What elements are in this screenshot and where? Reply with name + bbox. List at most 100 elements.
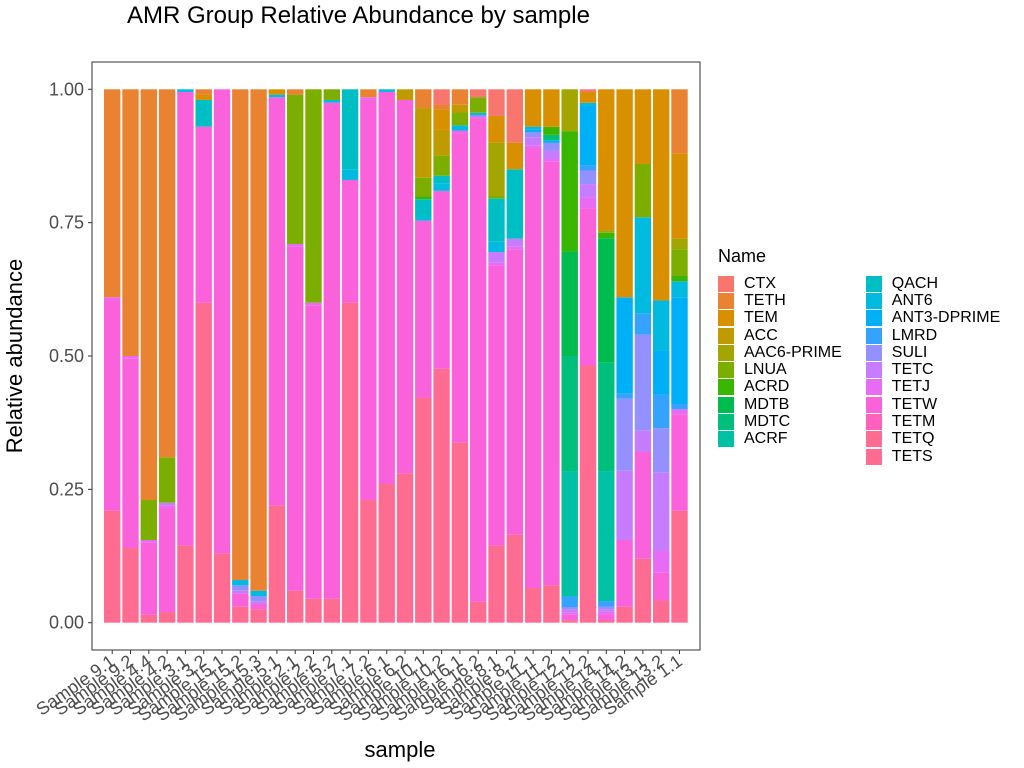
bar-segment bbox=[451, 442, 469, 623]
bar-segment bbox=[470, 97, 487, 113]
bar-segment bbox=[470, 118, 487, 602]
bar-segment bbox=[177, 545, 194, 623]
bar-segment bbox=[433, 129, 450, 156]
bar-segment bbox=[250, 596, 267, 602]
bar-segment bbox=[360, 97, 377, 100]
bar-segment bbox=[213, 553, 231, 623]
bar-segment bbox=[268, 94, 286, 98]
bar-segment bbox=[598, 232, 615, 239]
legend-key bbox=[865, 448, 882, 465]
legend-item: AAC6-PRIME bbox=[718, 344, 842, 361]
legend-label: LMRD bbox=[891, 326, 938, 344]
y-tick-label: 0.00 bbox=[49, 613, 84, 633]
bar-segment bbox=[671, 510, 688, 623]
bar-segment bbox=[415, 89, 432, 109]
bar-segment bbox=[195, 94, 212, 100]
bar-segment bbox=[323, 99, 340, 103]
bar-segment bbox=[232, 590, 249, 594]
bar-segment bbox=[634, 452, 652, 559]
bar-segment bbox=[524, 588, 542, 623]
bar-segment bbox=[488, 545, 505, 623]
bar-segment bbox=[543, 158, 560, 162]
legend-item: TETJ bbox=[865, 379, 1000, 396]
legend-label: TETW bbox=[891, 395, 938, 413]
bar-segment bbox=[250, 590, 267, 597]
bar-segment bbox=[287, 94, 304, 244]
bar-segment bbox=[579, 365, 597, 623]
bar-segment bbox=[543, 140, 560, 143]
legend-label: CTX bbox=[744, 274, 776, 292]
bar-segment bbox=[579, 92, 597, 103]
bar-segment bbox=[506, 142, 523, 170]
bar-segment bbox=[524, 131, 542, 138]
bar-segment bbox=[653, 550, 670, 573]
legend-label: TETM bbox=[891, 413, 936, 431]
bar-segment bbox=[451, 130, 469, 134]
bar-segment bbox=[634, 163, 652, 218]
bar-segment bbox=[451, 133, 469, 443]
bar-segment bbox=[561, 612, 578, 615]
bar-segment bbox=[122, 356, 139, 359]
bar-segment bbox=[653, 472, 670, 551]
bar-segment bbox=[232, 585, 249, 591]
legend-item: ACRF bbox=[718, 431, 842, 448]
bar-segment bbox=[250, 604, 267, 610]
bar-segment bbox=[598, 601, 615, 607]
legend-label: TETS bbox=[891, 447, 933, 465]
legend-item: QACH bbox=[865, 275, 1000, 292]
legend-item: TETM bbox=[865, 413, 1000, 431]
bar-segment bbox=[598, 89, 615, 231]
bar-segment bbox=[341, 302, 359, 623]
bar-segment bbox=[598, 238, 615, 363]
legend-key bbox=[865, 310, 882, 327]
bar-segment bbox=[305, 305, 322, 599]
bar-segment bbox=[634, 89, 652, 164]
bar-segment bbox=[561, 607, 578, 610]
bar-segment bbox=[561, 251, 578, 356]
bar-segment bbox=[305, 598, 322, 623]
bar-segment bbox=[543, 134, 560, 141]
y-tick-label: 1.00 bbox=[49, 79, 84, 99]
legend-title: Name bbox=[718, 246, 767, 266]
bar-segment bbox=[671, 404, 688, 410]
bar-segment bbox=[579, 197, 597, 209]
bar-segment bbox=[287, 246, 304, 591]
bar-segment bbox=[140, 89, 157, 501]
legend-item: TETS bbox=[865, 447, 1000, 465]
bar-segment bbox=[524, 137, 542, 146]
legend-key bbox=[718, 396, 734, 413]
bar-segment bbox=[122, 358, 139, 549]
legend-key bbox=[865, 344, 882, 361]
bar-segment bbox=[323, 102, 340, 599]
legend-key bbox=[718, 379, 734, 396]
bar-segment bbox=[543, 585, 560, 623]
bar-segment bbox=[415, 196, 432, 200]
bar-segment bbox=[506, 249, 523, 535]
legend-label: MDTC bbox=[744, 413, 791, 431]
bar-segment bbox=[268, 505, 286, 623]
bar-segment bbox=[415, 397, 432, 623]
bar-segment bbox=[232, 593, 249, 607]
bar-segment bbox=[598, 614, 615, 620]
bar-segment bbox=[671, 297, 688, 405]
legend-label: TEM bbox=[744, 309, 778, 327]
bar-segment bbox=[287, 243, 304, 247]
legend: Name CTX TETH TEM ACC AAC6-PRIME LNUA ACRD MDTB… bbox=[718, 246, 1000, 465]
legend-item: MDTC bbox=[718, 413, 842, 431]
bar-segment bbox=[488, 142, 505, 196]
bar-segment bbox=[598, 471, 615, 602]
legend-key bbox=[718, 362, 734, 379]
legend-key bbox=[865, 292, 882, 309]
bars-layer bbox=[104, 89, 688, 623]
bar-segment bbox=[524, 126, 542, 130]
legend-key bbox=[865, 396, 882, 413]
bar-segment bbox=[634, 430, 652, 453]
bar-segment bbox=[158, 612, 176, 623]
y-axis: 0.00 0.25 0.50 0.75 1.00 bbox=[49, 79, 92, 633]
bar-segment bbox=[213, 89, 231, 554]
bar-segment bbox=[451, 125, 469, 131]
bar-segment bbox=[158, 508, 176, 613]
bar-segment bbox=[561, 609, 578, 613]
legend-label: ANT6 bbox=[891, 291, 933, 309]
bar-segment bbox=[506, 534, 523, 623]
